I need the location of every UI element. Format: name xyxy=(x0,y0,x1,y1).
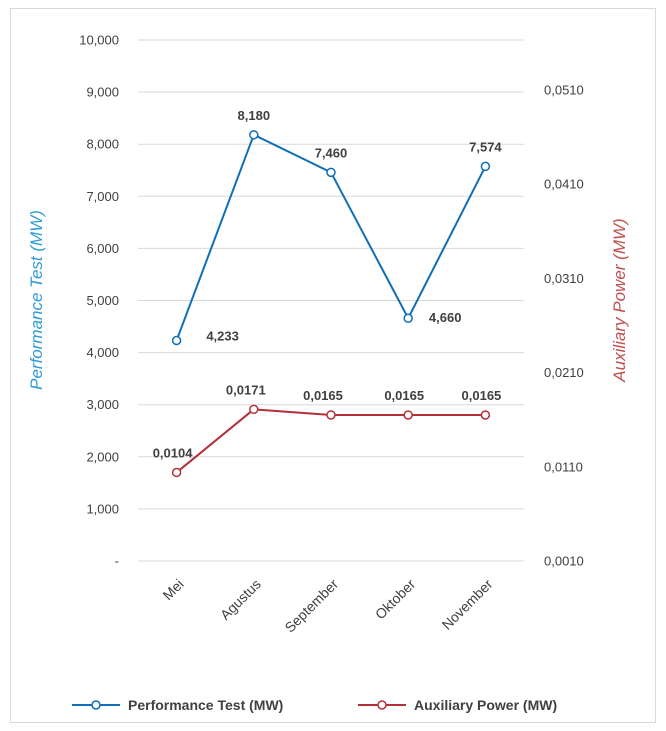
x-tick-label: September xyxy=(281,576,341,636)
left-tick-label: 3,000 xyxy=(86,397,119,412)
data-label: 8,180 xyxy=(238,108,271,123)
data-label: 4,233 xyxy=(206,328,239,343)
left-tick-label: 2,000 xyxy=(86,449,119,464)
data-label: 7,460 xyxy=(315,145,348,160)
data-label: 0,0165 xyxy=(384,388,424,403)
data-point xyxy=(327,168,335,176)
left-tick-label: 6,000 xyxy=(86,241,119,256)
right-tick-label: 0,0510 xyxy=(544,82,584,97)
left-tick-label: - xyxy=(115,554,119,569)
x-tick-label: Agustus xyxy=(217,576,264,623)
right-tick-label: 0,0110 xyxy=(544,459,583,474)
data-label: 7,574 xyxy=(469,139,502,154)
left-tick-label: 1,000 xyxy=(86,501,119,516)
left-tick-label: 9,000 xyxy=(86,85,119,100)
gridlines xyxy=(138,40,524,561)
data-point xyxy=(481,162,489,170)
left-tick-label: 8,000 xyxy=(86,137,119,152)
data-point xyxy=(404,411,412,419)
x-tick-label: Oktober xyxy=(372,576,419,623)
data-label: 0,0104 xyxy=(153,445,194,460)
right-tick-label: 0,0410 xyxy=(544,177,584,192)
right-axis-ticks: 0,0010 0,0110 0,0210 0,0310 0,0410 0,0510 xyxy=(544,82,584,568)
legend-marker xyxy=(92,701,100,709)
data-point xyxy=(173,468,181,476)
left-axis-ticks: - 1,000 2,000 3,000 4,000 5,000 6,000 7,000 8,00… xyxy=(79,33,119,569)
x-axis-ticks: Mei Agustus September Oktober November xyxy=(159,576,495,636)
data-point xyxy=(327,411,335,419)
x-tick-label: November xyxy=(439,576,496,633)
data-point xyxy=(404,314,412,322)
legend-label: Performance Test (MW) xyxy=(128,697,283,713)
legend-label: Auxiliary Power (MW) xyxy=(414,697,557,713)
right-tick-label: 0,0310 xyxy=(544,271,584,286)
left-tick-label: 4,000 xyxy=(86,345,119,360)
data-point xyxy=(250,405,258,413)
right-tick-label: 0,0210 xyxy=(544,365,584,380)
right-axis-title: Auxiliary Power (MW) xyxy=(610,218,629,382)
legend-marker xyxy=(378,701,386,709)
right-tick-label: 0,0010 xyxy=(544,554,584,569)
data-point xyxy=(481,411,489,419)
left-tick-label: 5,000 xyxy=(86,293,119,308)
data-label: 4,660 xyxy=(429,310,462,325)
left-axis-title: Performance Test (MW) xyxy=(27,210,46,390)
legend: Performance Test (MW) Auxiliary Power (MW… xyxy=(72,697,557,713)
series-layer: 4,233 8,180 7,460 4,660 7,574 0,0104 0,0171 0,0… xyxy=(153,108,503,477)
x-tick-label: Mei xyxy=(159,576,186,603)
data-label: 0,0165 xyxy=(462,388,502,403)
left-tick-label: 10,000 xyxy=(79,33,119,48)
data-label: 0,0171 xyxy=(226,382,266,397)
data-point xyxy=(250,131,258,139)
left-tick-label: 7,000 xyxy=(86,189,119,204)
data-label: 0,0165 xyxy=(303,388,343,403)
data-point xyxy=(173,336,181,344)
